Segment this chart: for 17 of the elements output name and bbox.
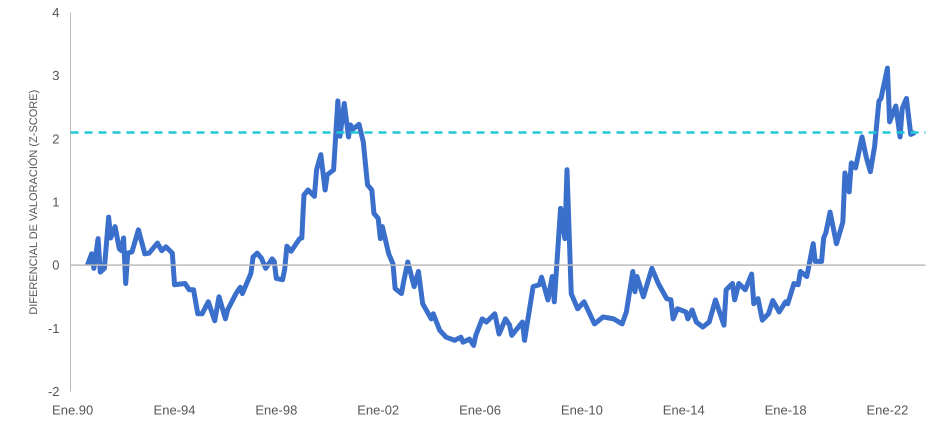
x-tick-label: Ene-98: [255, 402, 298, 418]
y-tick-label: -1: [48, 320, 60, 336]
x-tick-label: Ene-10: [560, 402, 603, 418]
x-tick-label: Ene-14: [662, 402, 705, 418]
x-tick-label: Ene.90: [52, 402, 94, 418]
y-tick-label: 1: [52, 194, 60, 210]
x-tick-label: Ene-94: [154, 402, 196, 418]
y-tick-label: 3: [52, 68, 60, 84]
x-tick-label: Ene-22: [866, 402, 908, 418]
y-tick-label: 2: [52, 131, 60, 146]
y-tick-label: -2: [48, 384, 60, 399]
x-tick-label: Ene-06: [459, 402, 502, 418]
y-tick-label: 4: [52, 5, 60, 20]
y-tick-label: 0: [52, 258, 60, 273]
x-tick-label: Ene-18: [764, 402, 807, 418]
x-tick-label: Ene-02: [357, 402, 400, 418]
y-axis-title: DIFERENCIAL DE VALORACIÓN (Z-SCORE): [26, 90, 40, 315]
